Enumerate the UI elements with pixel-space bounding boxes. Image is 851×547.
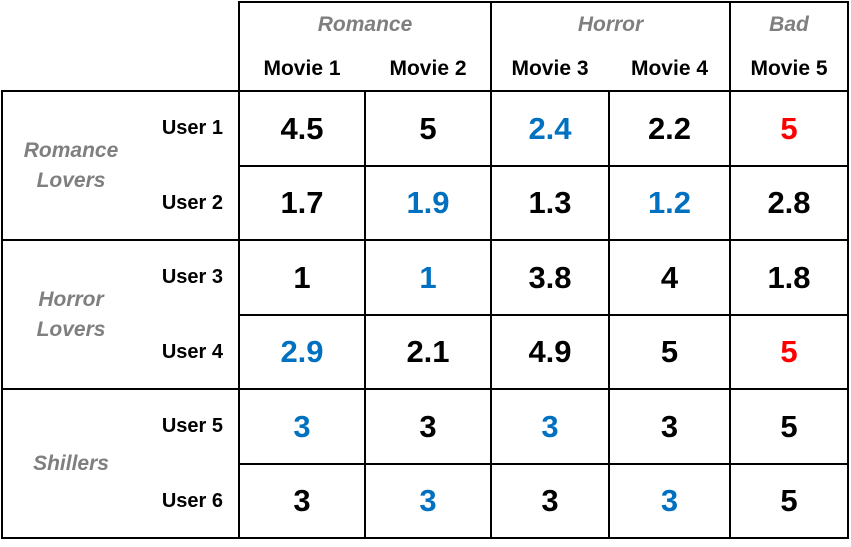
- rating-cell: 1.3: [528, 185, 572, 220]
- rating-cell: 4: [660, 259, 679, 295]
- group-label: Romance Lovers: [2, 91, 140, 240]
- group-separator: [1, 388, 849, 390]
- rating-cell: 5: [419, 110, 437, 146]
- movie-header: Movie 2: [389, 57, 467, 80]
- group-label-line: Lovers: [36, 317, 106, 341]
- table-bottom-border: [1, 537, 849, 539]
- data-top-border: [1, 90, 849, 92]
- rating-cell: 2.8: [767, 185, 811, 220]
- rating-cell: 3: [419, 408, 437, 444]
- column-line: [364, 90, 366, 539]
- movie-header: Movie 5: [750, 57, 828, 80]
- header-vertical-line: [490, 1, 492, 91]
- rating-cell: 3.8: [528, 259, 572, 295]
- row-line: [238, 314, 849, 316]
- group-label-line: Shillers: [33, 451, 109, 475]
- user-label: User 1: [161, 117, 223, 139]
- group-label-line: Romance: [23, 138, 119, 162]
- column-line: [608, 90, 610, 539]
- rating-cell: 1: [293, 259, 311, 295]
- rating-cell: 5: [780, 334, 798, 369]
- rating-cell: 5: [780, 110, 798, 146]
- rating-cell: 5: [780, 408, 798, 444]
- left-border: [1, 90, 3, 539]
- genre-header: Romance: [317, 12, 413, 36]
- column-line: [729, 90, 731, 539]
- genre-header: Bad: [769, 12, 809, 36]
- header-top-border: [238, 1, 849, 3]
- column-line: [238, 90, 240, 539]
- user-label: User 4: [161, 340, 223, 363]
- column-line: [847, 90, 849, 539]
- row-line: [238, 463, 849, 465]
- rating-cell: 3: [293, 483, 311, 518]
- header-vertical-line: [847, 1, 849, 91]
- rating-cell: 1.2: [647, 185, 692, 220]
- column-line: [490, 90, 492, 539]
- rating-cell: 5: [660, 334, 679, 369]
- group-label: Horror Lovers: [2, 240, 140, 389]
- group-label-line: Horror: [38, 287, 104, 311]
- movie-header: Movie 3: [511, 57, 589, 80]
- row-line: [238, 165, 849, 167]
- movie-header: Movie 4: [630, 57, 709, 80]
- rating-cell: 5: [780, 483, 798, 518]
- user-label: User 6: [161, 489, 223, 512]
- rating-cell: 2.9: [280, 334, 324, 369]
- rating-cell: 4.5: [280, 110, 324, 146]
- rating-cell: 2.2: [647, 110, 692, 146]
- header-vertical-line: [729, 1, 731, 91]
- rating-cell: 3: [293, 408, 311, 444]
- group-label-line: Lovers: [36, 168, 106, 192]
- rating-cell: 2.1: [406, 334, 450, 369]
- rating-cell: 1.9: [406, 185, 450, 220]
- user-label: User 5: [161, 415, 223, 437]
- rating-cell: 3: [419, 483, 437, 518]
- user-label: User 2: [161, 191, 223, 214]
- rating-cell: 1.7: [280, 185, 324, 220]
- genre-header: Horror: [577, 12, 644, 36]
- rating-cell: 3: [541, 483, 559, 518]
- group-label: Shillers: [2, 389, 140, 538]
- rating-cell: 2.4: [528, 110, 572, 146]
- rating-cell: 4.9: [528, 334, 572, 369]
- group-separator: [1, 239, 849, 241]
- user-label: User 3: [161, 266, 223, 288]
- rating-cell: 3: [660, 408, 679, 444]
- rating-cell: 1: [419, 259, 437, 295]
- rating-cell: 1.8: [767, 259, 811, 295]
- rating-cell: 3: [541, 408, 559, 444]
- movie-header: Movie 1: [263, 57, 341, 80]
- rating-cell: 3: [660, 483, 679, 518]
- header-vertical-line: [238, 1, 240, 91]
